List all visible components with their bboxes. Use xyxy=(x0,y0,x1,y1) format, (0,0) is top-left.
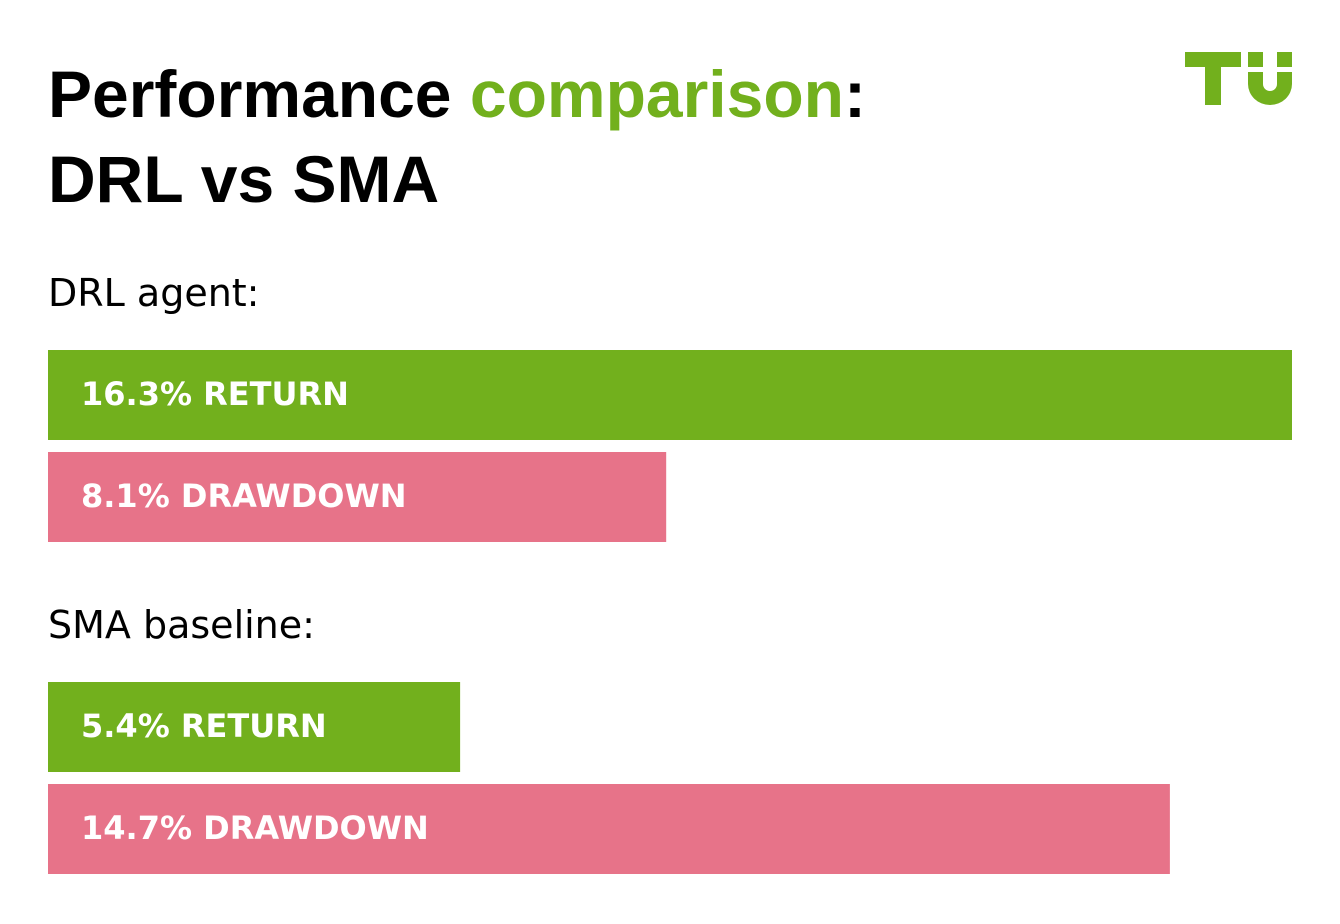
logo xyxy=(1185,52,1292,105)
group-label: SMA baseline: xyxy=(48,603,315,647)
title-part: : xyxy=(844,57,866,131)
title-part: DRL vs SMA xyxy=(48,142,439,216)
chart-title: Performance comparison: xyxy=(48,57,866,131)
bar xyxy=(48,452,667,542)
bar-label: 14.7% DRAWDOWN xyxy=(81,809,429,847)
bar xyxy=(48,682,461,772)
bar-label: 16.3% RETURN xyxy=(81,375,349,413)
bar-label: 5.4% RETURN xyxy=(81,707,327,745)
bar xyxy=(48,784,1170,874)
title-part: comparison xyxy=(470,57,844,131)
bar-label: 8.1% DRAWDOWN xyxy=(81,477,407,515)
chart-title: DRL vs SMA xyxy=(48,142,439,216)
bar xyxy=(48,350,1292,440)
title-part: Performance xyxy=(48,57,470,131)
group-label: DRL agent: xyxy=(48,271,260,315)
